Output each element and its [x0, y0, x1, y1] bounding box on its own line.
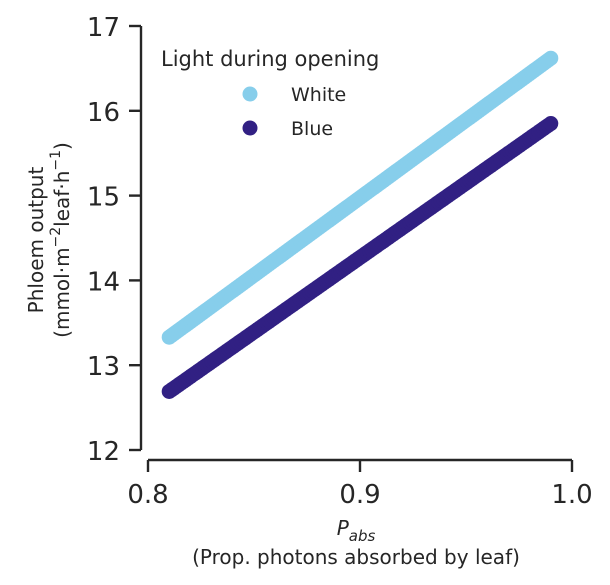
x-axis-label: Pabs: [337, 516, 376, 545]
legend-label-white: White: [291, 84, 346, 106]
y-unit-a: (mmol·m: [50, 247, 74, 337]
legend: Light during opening White Blue: [161, 47, 379, 140]
legend-marker-blue: [242, 120, 258, 136]
y-axis-label: Phloem output (mmol·m−2leaf·h−1): [24, 142, 74, 338]
legend-title: Light during opening: [161, 47, 379, 71]
series-blue: [161, 116, 559, 399]
y-axis-label-line2: (mmol·m−2leaf·h−1): [48, 142, 74, 338]
y-ticks: 12 13 14 15 16 17: [87, 13, 141, 467]
x-tick-label: 0.9: [339, 480, 380, 510]
y-unit-exp1: −2: [48, 227, 64, 248]
y-tick-label: 14: [87, 267, 120, 297]
data-point: [543, 50, 559, 66]
y-tick-label: 13: [87, 352, 120, 382]
y-tick-label: 15: [87, 183, 120, 213]
y-unit-c: ): [50, 142, 74, 150]
x-tick-label: 0.8: [127, 480, 168, 510]
y-unit-b: leaf·h: [50, 171, 74, 227]
y-tick-label: 16: [87, 98, 120, 128]
series-white: [161, 50, 559, 345]
x-axis-symbol: P: [337, 516, 350, 540]
data-point: [543, 116, 559, 132]
legend-marker-white: [242, 86, 258, 102]
data-points: [161, 50, 559, 399]
x-tick-label: 1.0: [551, 480, 592, 510]
legend-label-blue: Blue: [291, 118, 333, 140]
x-axis-label-line2: (Prop. photons absorbed by leaf): [192, 545, 520, 569]
y-tick-label: 17: [87, 13, 120, 43]
y-tick-label: 12: [87, 437, 120, 467]
x-ticks: 0.8 0.9 1.0: [127, 460, 593, 510]
x-axis-subscript: abs: [349, 527, 376, 545]
y-unit-exp2: −1: [48, 150, 64, 171]
y-axis-label-line1: Phloem output: [24, 167, 48, 314]
